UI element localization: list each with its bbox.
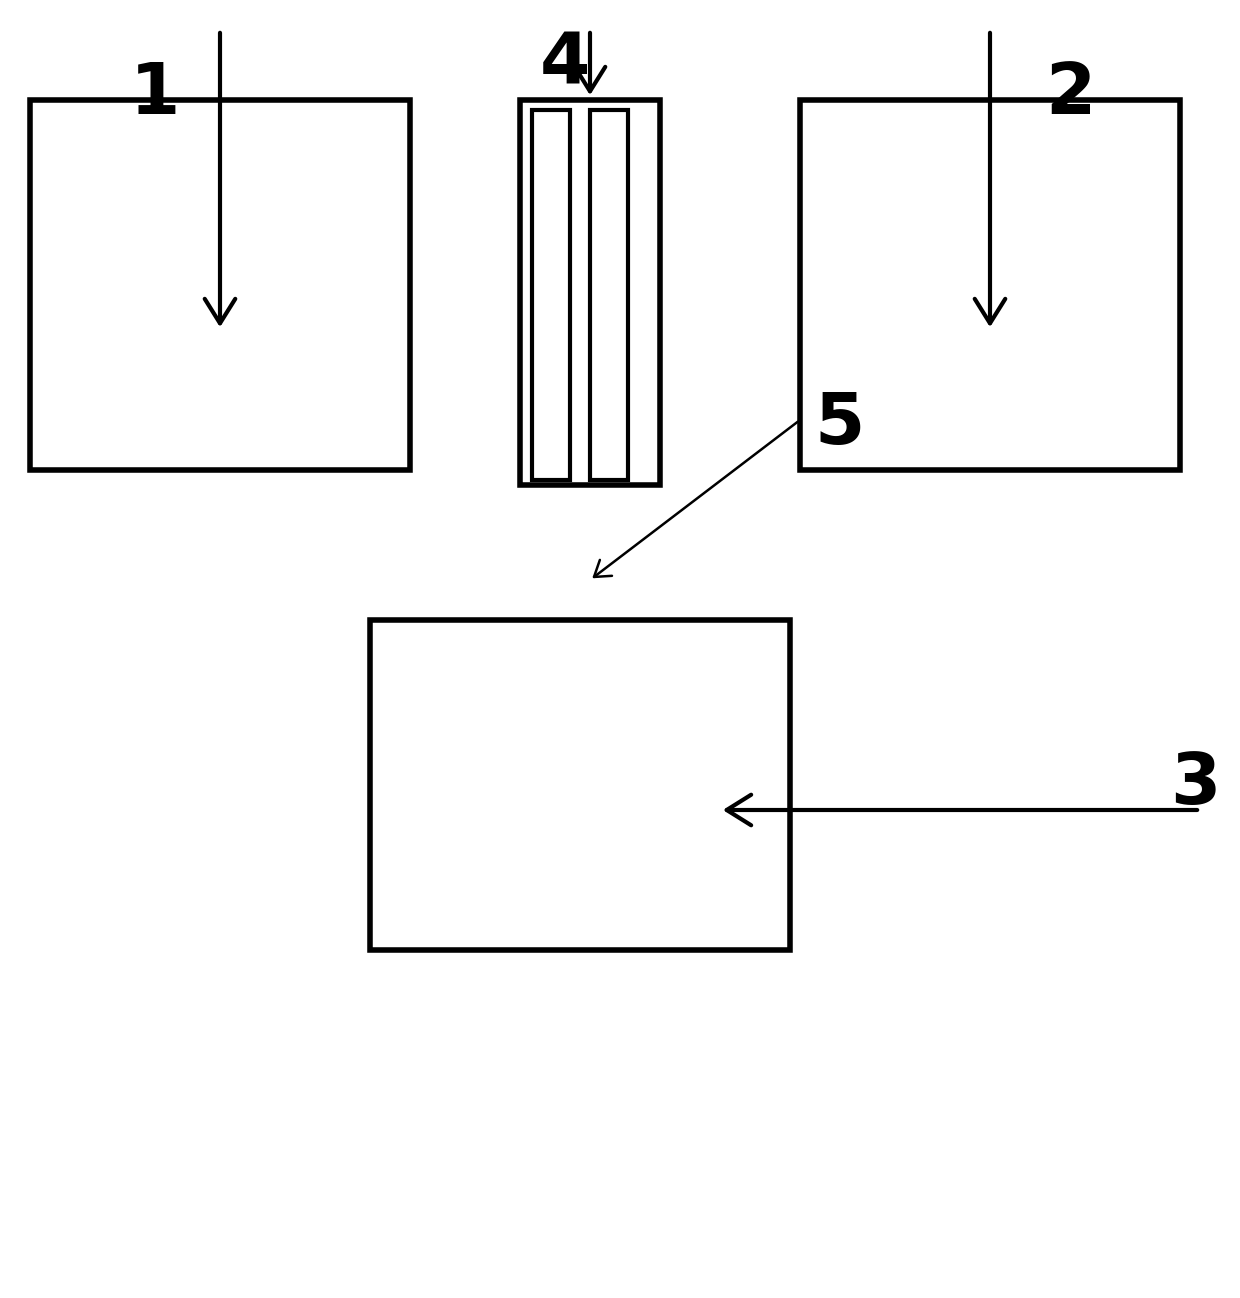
Text: 2: 2 xyxy=(1045,60,1095,129)
Bar xyxy=(30,100,410,470)
Text: 1: 1 xyxy=(130,60,180,129)
Text: 5: 5 xyxy=(815,389,866,459)
Text: 3: 3 xyxy=(1169,750,1220,819)
Bar xyxy=(590,110,627,480)
Bar xyxy=(800,100,1180,470)
Bar xyxy=(532,110,570,480)
Bar xyxy=(520,100,660,485)
Text: 4: 4 xyxy=(539,30,590,99)
Bar xyxy=(370,620,790,950)
